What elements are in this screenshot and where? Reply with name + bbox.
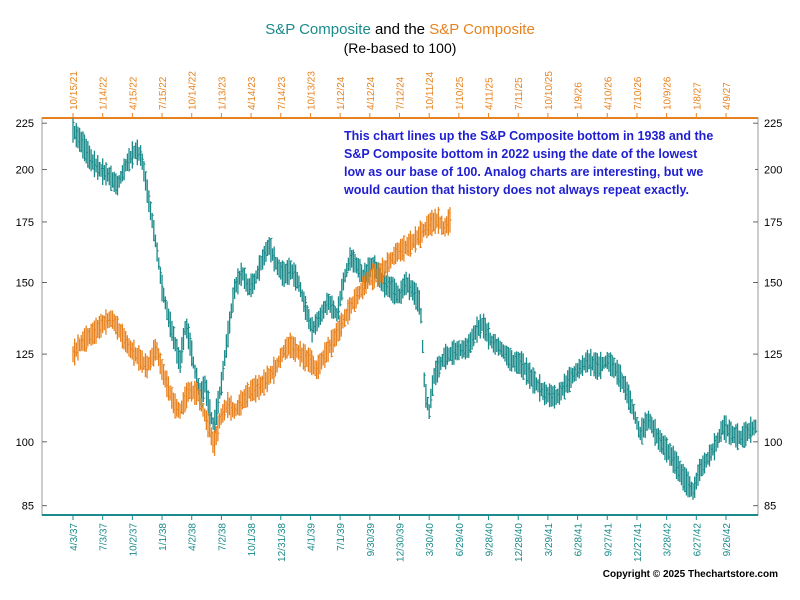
top-axis-tick-label: 1/13/23 [217,76,228,110]
right-axis-tick-label: 225 [764,118,782,130]
bottom-axis-tick-label: 12/30/39 [396,523,407,562]
top-axis-tick-label: 4/10/26 [603,76,614,110]
bottom-axis-tick-label: 9/26/42 [722,523,733,557]
bottom-axis-tick-label: 9/30/39 [366,523,377,557]
right-axis-tick-label: 125 [764,349,782,361]
bottom-axis-tick-label: 12/31/38 [277,523,288,562]
right-axis-tick-label: 175 [764,217,782,229]
bottom-axis-tick-label: 7/1/39 [336,523,347,551]
top-axis-tick-label: 4/15/22 [128,76,139,110]
top-axis-tick-label: 1/10/25 [455,76,466,110]
top-axis-tick-label: 7/15/22 [158,76,169,110]
top-axis-tick-label: 1/12/24 [336,76,347,110]
top-axis-tick-label: 7/10/26 [633,76,644,110]
bottom-axis-tick-label: 7/2/38 [217,523,228,551]
left-axis-tick-label: 225 [16,118,34,130]
annotation-line-1: This chart lines up the S&P Composite bo… [344,129,713,143]
top-axis-tick-label: 10/14/22 [188,71,199,110]
chart-title-part1: S&P Composite [265,21,371,38]
left-axis-tick-label: 85 [22,501,34,513]
bottom-axis-tick-label: 4/3/37 [69,523,80,551]
right-axis-tick-label: 150 [764,277,782,289]
annotation-background [340,124,755,200]
left-axis-tick-label: 150 [16,277,34,289]
left-axis-tick-label: 125 [16,349,34,361]
chart-title: S&P Composite and the S&P Composite [265,21,535,38]
chart-title-part2: and the [371,21,429,38]
top-axis-tick-label: 10/11/24 [425,71,436,110]
right-axis-tick-label: 200 [764,164,782,176]
bottom-axis-tick-label: 12/28/40 [514,523,525,562]
bottom-axis-tick-label: 10/2/37 [128,523,139,557]
bottom-axis-tick-label: 3/30/40 [425,523,436,557]
top-axis-tick-label: 10/15/21 [69,71,80,110]
series-layer [72,118,758,500]
annotation-box: This chart lines up the S&P Composite bo… [340,124,755,200]
bottom-axis-tick-label: 1/1/38 [158,523,169,551]
top-axis-tick-label: 7/11/25 [514,77,525,110]
series-orange [72,207,452,456]
annotation-line-3: low as our base of 100. Analog charts ar… [344,165,703,179]
left-axis-tick-label: 200 [16,164,34,176]
bottom-axis-tick-label: 10/1/38 [247,523,258,557]
top-axis-tick-label: 4/14/23 [247,76,258,110]
top-axis-tick-label: 10/13/23 [306,71,317,110]
top-axis-tick-label: 10/9/26 [663,76,674,110]
bottom-axis-tick-label: 9/27/41 [603,523,614,557]
bottom-axis-tick-label: 4/1/39 [306,523,317,551]
bottom-axis-tick-label: 7/3/37 [99,523,110,551]
bottom-axis-tick-label: 6/28/41 [574,523,585,557]
chart-title-part3: S&P Composite [429,21,535,38]
top-axis-tick-label: 4/9/27 [722,82,733,110]
annotation-line-2: S&P Composite bottom in 2022 using the d… [344,147,698,161]
annotation-line-4: would caution that history does not alwa… [343,183,689,197]
right-axis: 225 200 175 150 125 100 85 [753,118,782,513]
top-axis-tick-label: 1/9/26 [574,82,585,110]
bottom-axis: 4/3/37 7/3/37 10/2/37 1/1/38 4/2/38 7/2/38 10/… [69,515,733,562]
top-axis-tick-label: 4/11/25 [485,77,496,110]
chart-subtitle: (Re-based to 100) [344,40,457,56]
bottom-axis-tick-label: 9/28/40 [485,523,496,557]
copyright-text: Copyright © 2025 Thechartstore.com [603,569,778,580]
left-axis-tick-label: 175 [16,217,34,229]
bottom-axis-tick-label: 3/28/42 [663,523,674,557]
bottom-axis-tick-label: 4/2/38 [188,523,199,551]
left-axis-tick-label: 100 [16,437,34,449]
top-axis-tick-label: 1/14/22 [99,76,110,110]
top-axis-tick-label: 4/12/24 [366,76,377,110]
bottom-axis-tick-label: 3/29/41 [544,523,555,557]
right-axis-tick-label: 100 [764,437,782,449]
right-axis-tick-label: 85 [764,501,776,513]
top-axis-tick-label: 1/8/27 [692,82,703,110]
bottom-axis-tick-label: 6/29/40 [455,523,466,557]
top-axis-tick-label: 10/10/25 [544,71,555,110]
left-axis: 225 200 175 150 125 100 85 [16,118,47,513]
top-axis-tick-label: 7/12/24 [396,76,407,110]
bottom-axis-tick-label: 6/27/42 [692,523,703,557]
bottom-axis-tick-label: 12/27/41 [633,523,644,562]
top-axis: 10/15/21 1/14/22 4/15/22 7/15/22 10/14/22 1/1… [69,71,733,118]
top-axis-tick-label: 7/14/23 [277,76,288,110]
